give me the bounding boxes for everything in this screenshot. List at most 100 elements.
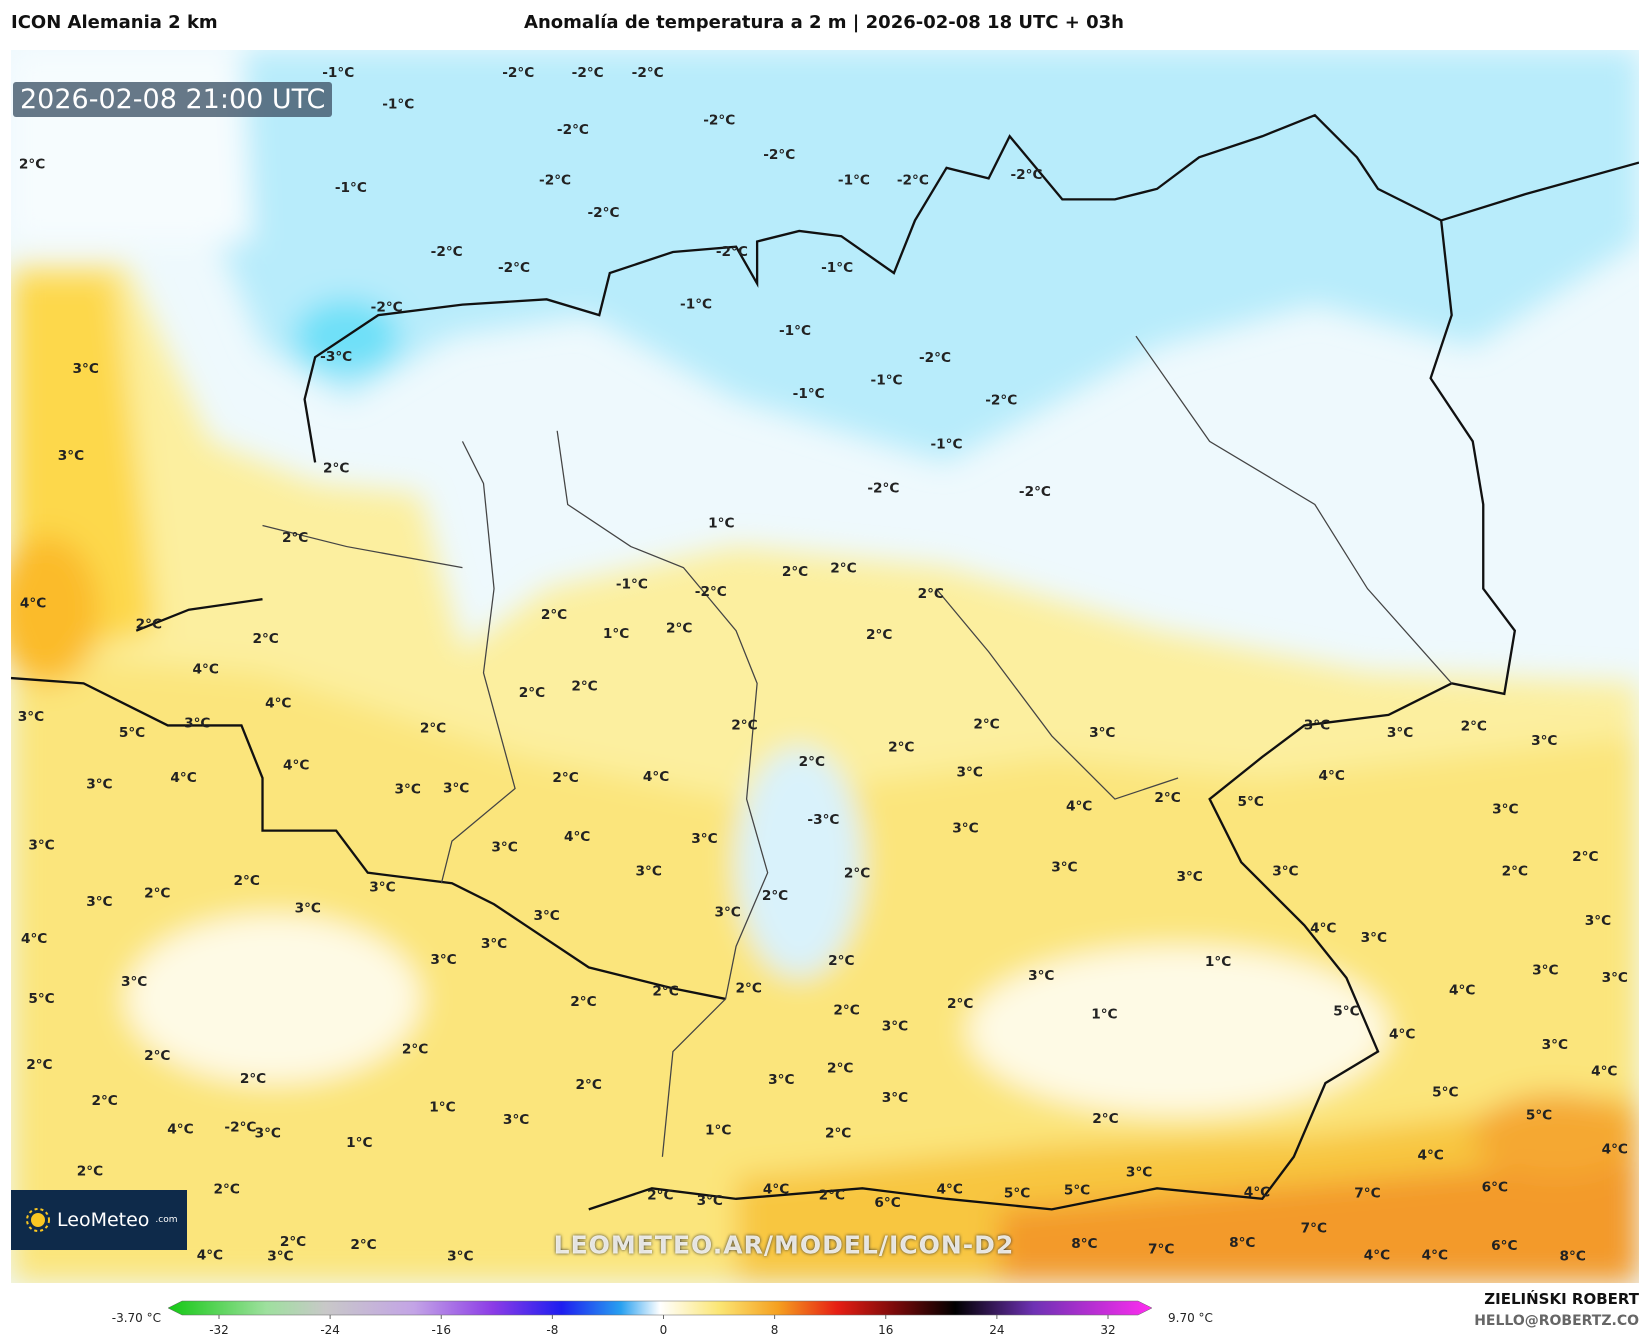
contour-label: 3°C (28, 837, 54, 853)
contour-label: -2°C (716, 244, 748, 260)
contour-label: 4°C (1602, 1141, 1628, 1157)
contour-label: 2°C (552, 770, 578, 786)
contour-label: 2°C (280, 1234, 306, 1250)
colorbar-tick-label: -8 (546, 1323, 558, 1337)
timestamp: 2026-02-08 21:00 UTC (13, 82, 333, 117)
contour-label: 2°C (234, 873, 260, 889)
contour-label: 1°C (1091, 1007, 1117, 1023)
contour-label: 2°C (947, 996, 973, 1012)
contour-label: 5°C (1333, 1004, 1359, 1020)
contour-label: 2°C (323, 461, 349, 477)
contour-label: 5°C (1004, 1186, 1030, 1202)
contour-label: 3°C (369, 879, 395, 895)
contour-label: 6°C (874, 1195, 900, 1211)
contour-label: -2°C (919, 350, 951, 366)
contour-label: 3°C (86, 894, 112, 910)
logo-sun (26, 1208, 50, 1232)
contour-label: 2°C (844, 866, 870, 882)
model-name: ICON Alemania 2 km (11, 12, 218, 33)
contour-label: -3°C (320, 349, 352, 365)
contour-label: 3°C (1492, 802, 1518, 818)
contour-label: 3°C (491, 839, 517, 855)
map-title: Anomalía de temperatura a 2 m | 2026-02-… (524, 12, 1124, 33)
contour-label: 2°C (782, 564, 808, 580)
contour-label: 2°C (576, 1077, 602, 1093)
contour-label: -2°C (498, 260, 530, 276)
contour-label: 4°C (197, 1248, 223, 1264)
contour-label: 4°C (1417, 1148, 1443, 1164)
colorbar-tick-label: 16 (878, 1323, 893, 1337)
contour-label: 2°C (570, 994, 596, 1010)
watermark: LEOMETEO.AR/MODEL/ICON-D2 (553, 1230, 1015, 1260)
contour-label: 2°C (350, 1237, 376, 1253)
contour-label: 3°C (1272, 864, 1298, 880)
contour-label: 2°C (762, 888, 788, 904)
contour-label: 3°C (1304, 717, 1330, 733)
contour-label: 3°C (86, 776, 112, 792)
contour-label: 2°C (1092, 1111, 1118, 1127)
contour-label: 4°C (1066, 798, 1092, 814)
contour-label: 2°C (1461, 718, 1487, 734)
contour-label: -2°C (1019, 484, 1051, 500)
contour-label: -1°C (335, 180, 367, 196)
contour-label: 4°C (1310, 920, 1336, 936)
contour-label: 4°C (643, 769, 669, 785)
contour-label: 2°C (830, 561, 856, 577)
contour-label: 2°C (402, 1041, 428, 1057)
contour-label: 2°C (91, 1093, 117, 1109)
logo-suffix: .com (155, 1215, 178, 1225)
contour-label: -1°C (779, 323, 811, 339)
contour-label: 3°C (1028, 968, 1054, 984)
contour-label: 2°C (731, 717, 757, 733)
contour-label: 3°C (1126, 1165, 1152, 1181)
contour-label: -1°C (871, 372, 903, 388)
contour-label: -2°C (695, 584, 727, 600)
contour-label: 7°C (1301, 1220, 1327, 1236)
contour-label: 3°C (1542, 1037, 1568, 1053)
contour-label: 8°C (1229, 1235, 1255, 1251)
contour-label: 2°C (77, 1163, 103, 1179)
contour-label: 3°C (691, 831, 717, 847)
contour-label: 3°C (882, 1018, 908, 1034)
contour-label: 2°C (799, 754, 825, 770)
contour-label: 3°C (533, 908, 559, 924)
contour-label: -1°C (931, 437, 963, 453)
contour-label: 5°C (1237, 794, 1263, 810)
contour-label: 3°C (481, 936, 507, 952)
contour-label: 2°C (571, 678, 597, 694)
contour-label: 4°C (193, 662, 219, 678)
contour-label: -2°C (1011, 167, 1043, 183)
contour-label: 2°C (214, 1181, 240, 1197)
contour-label: 3°C (430, 952, 456, 968)
contour-label: 3°C (1361, 930, 1387, 946)
contour-label: 8°C (1560, 1249, 1586, 1265)
contour-label: 2°C (652, 984, 678, 1000)
contour-label: 4°C (20, 595, 46, 611)
contour-label: 3°C (73, 361, 99, 377)
contour-label: 5°C (1064, 1182, 1090, 1198)
contour-label: 5°C (119, 725, 145, 741)
author-name: ZIELIŃSKI ROBERT (1484, 1290, 1639, 1308)
contour-label: 2°C (666, 621, 692, 637)
contour-label: -2°C (587, 205, 619, 221)
contour-label: 2°C (144, 1048, 170, 1064)
contour-label: 3°C (882, 1090, 908, 1106)
contour-label: 2°C (541, 607, 567, 623)
contour-label: 3°C (184, 715, 210, 731)
contour-label: 3°C (1532, 963, 1558, 979)
contour-label: -1°C (382, 97, 414, 113)
contour-label: 4°C (1591, 1064, 1617, 1080)
colorbar-ramp (167, 1300, 1153, 1316)
contour-label: -1°C (821, 260, 853, 276)
contour-label: -3°C (807, 812, 839, 828)
contour-label: 3°C (697, 1193, 723, 1209)
contour-label: -1°C (616, 576, 648, 592)
contour-label: 4°C (763, 1181, 789, 1197)
contour-label: 1°C (603, 626, 629, 642)
colorbar-tick-label: 0 (660, 1323, 668, 1337)
contour-label: 2°C (888, 740, 914, 756)
contour-label: 2°C (144, 886, 170, 902)
contour-label: 2°C (866, 627, 892, 643)
contour-label: 2°C (136, 616, 162, 632)
contour-label: 4°C (265, 695, 291, 711)
